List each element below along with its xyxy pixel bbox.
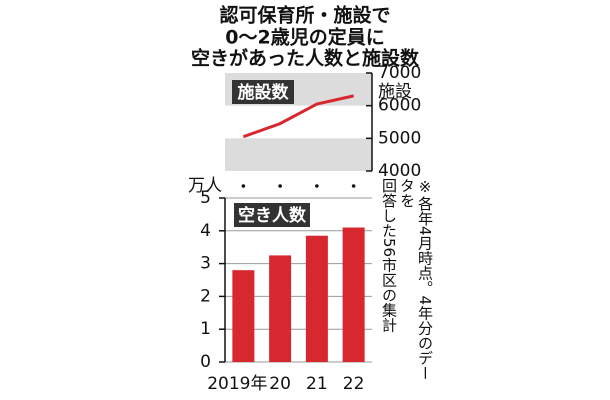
y-tick-label: 0 <box>200 352 211 372</box>
tag: 施設数 <box>238 82 290 103</box>
y-tick-label: 5000 <box>378 128 421 148</box>
dot <box>351 184 356 188</box>
note: ※各年4月時点。4年分のデータを 回答した56市区の集計 <box>380 178 434 393</box>
note-line: ※各年4月時点。4年分のデータを <box>398 178 434 381</box>
title-line: 認可保育所・施設で <box>219 4 390 27</box>
x-tick-label: 20 <box>269 374 291 394</box>
tag-bg <box>234 203 310 227</box>
y-tick-label: 6000 <box>378 96 421 116</box>
x-tick-label: 2019年 <box>207 374 267 394</box>
title-line: 0～2歳児の定員に <box>225 26 384 49</box>
title-line: 空きがあった人数と施設数 <box>191 47 420 70</box>
dot <box>241 184 246 188</box>
bar <box>269 255 292 362</box>
dot <box>278 184 282 188</box>
y-tick-label: 1 <box>200 319 211 339</box>
band <box>225 138 372 171</box>
y-tick-label: 2 <box>200 286 211 306</box>
bar <box>342 227 365 362</box>
tag-bg <box>232 80 294 104</box>
dot <box>315 184 319 188</box>
x-tick-label: 21 <box>306 374 328 394</box>
y-tick-label: 4000 <box>378 161 421 181</box>
line <box>242 94 354 139</box>
axis-label: 施設 <box>378 82 412 102</box>
x-tick-label: 22 <box>343 374 365 394</box>
bar <box>305 235 328 362</box>
axis-label: 万人 <box>188 176 222 196</box>
bar <box>232 270 255 362</box>
tag: 空き人数 <box>238 205 307 226</box>
y-tick-label: 3 <box>200 254 211 274</box>
y-tick-label: 7000 <box>378 63 421 83</box>
y-tick-label: 4 <box>200 221 211 241</box>
y-tick-label: 5 <box>200 188 211 208</box>
note-line: 回答した56市区の集計 <box>380 178 398 333</box>
